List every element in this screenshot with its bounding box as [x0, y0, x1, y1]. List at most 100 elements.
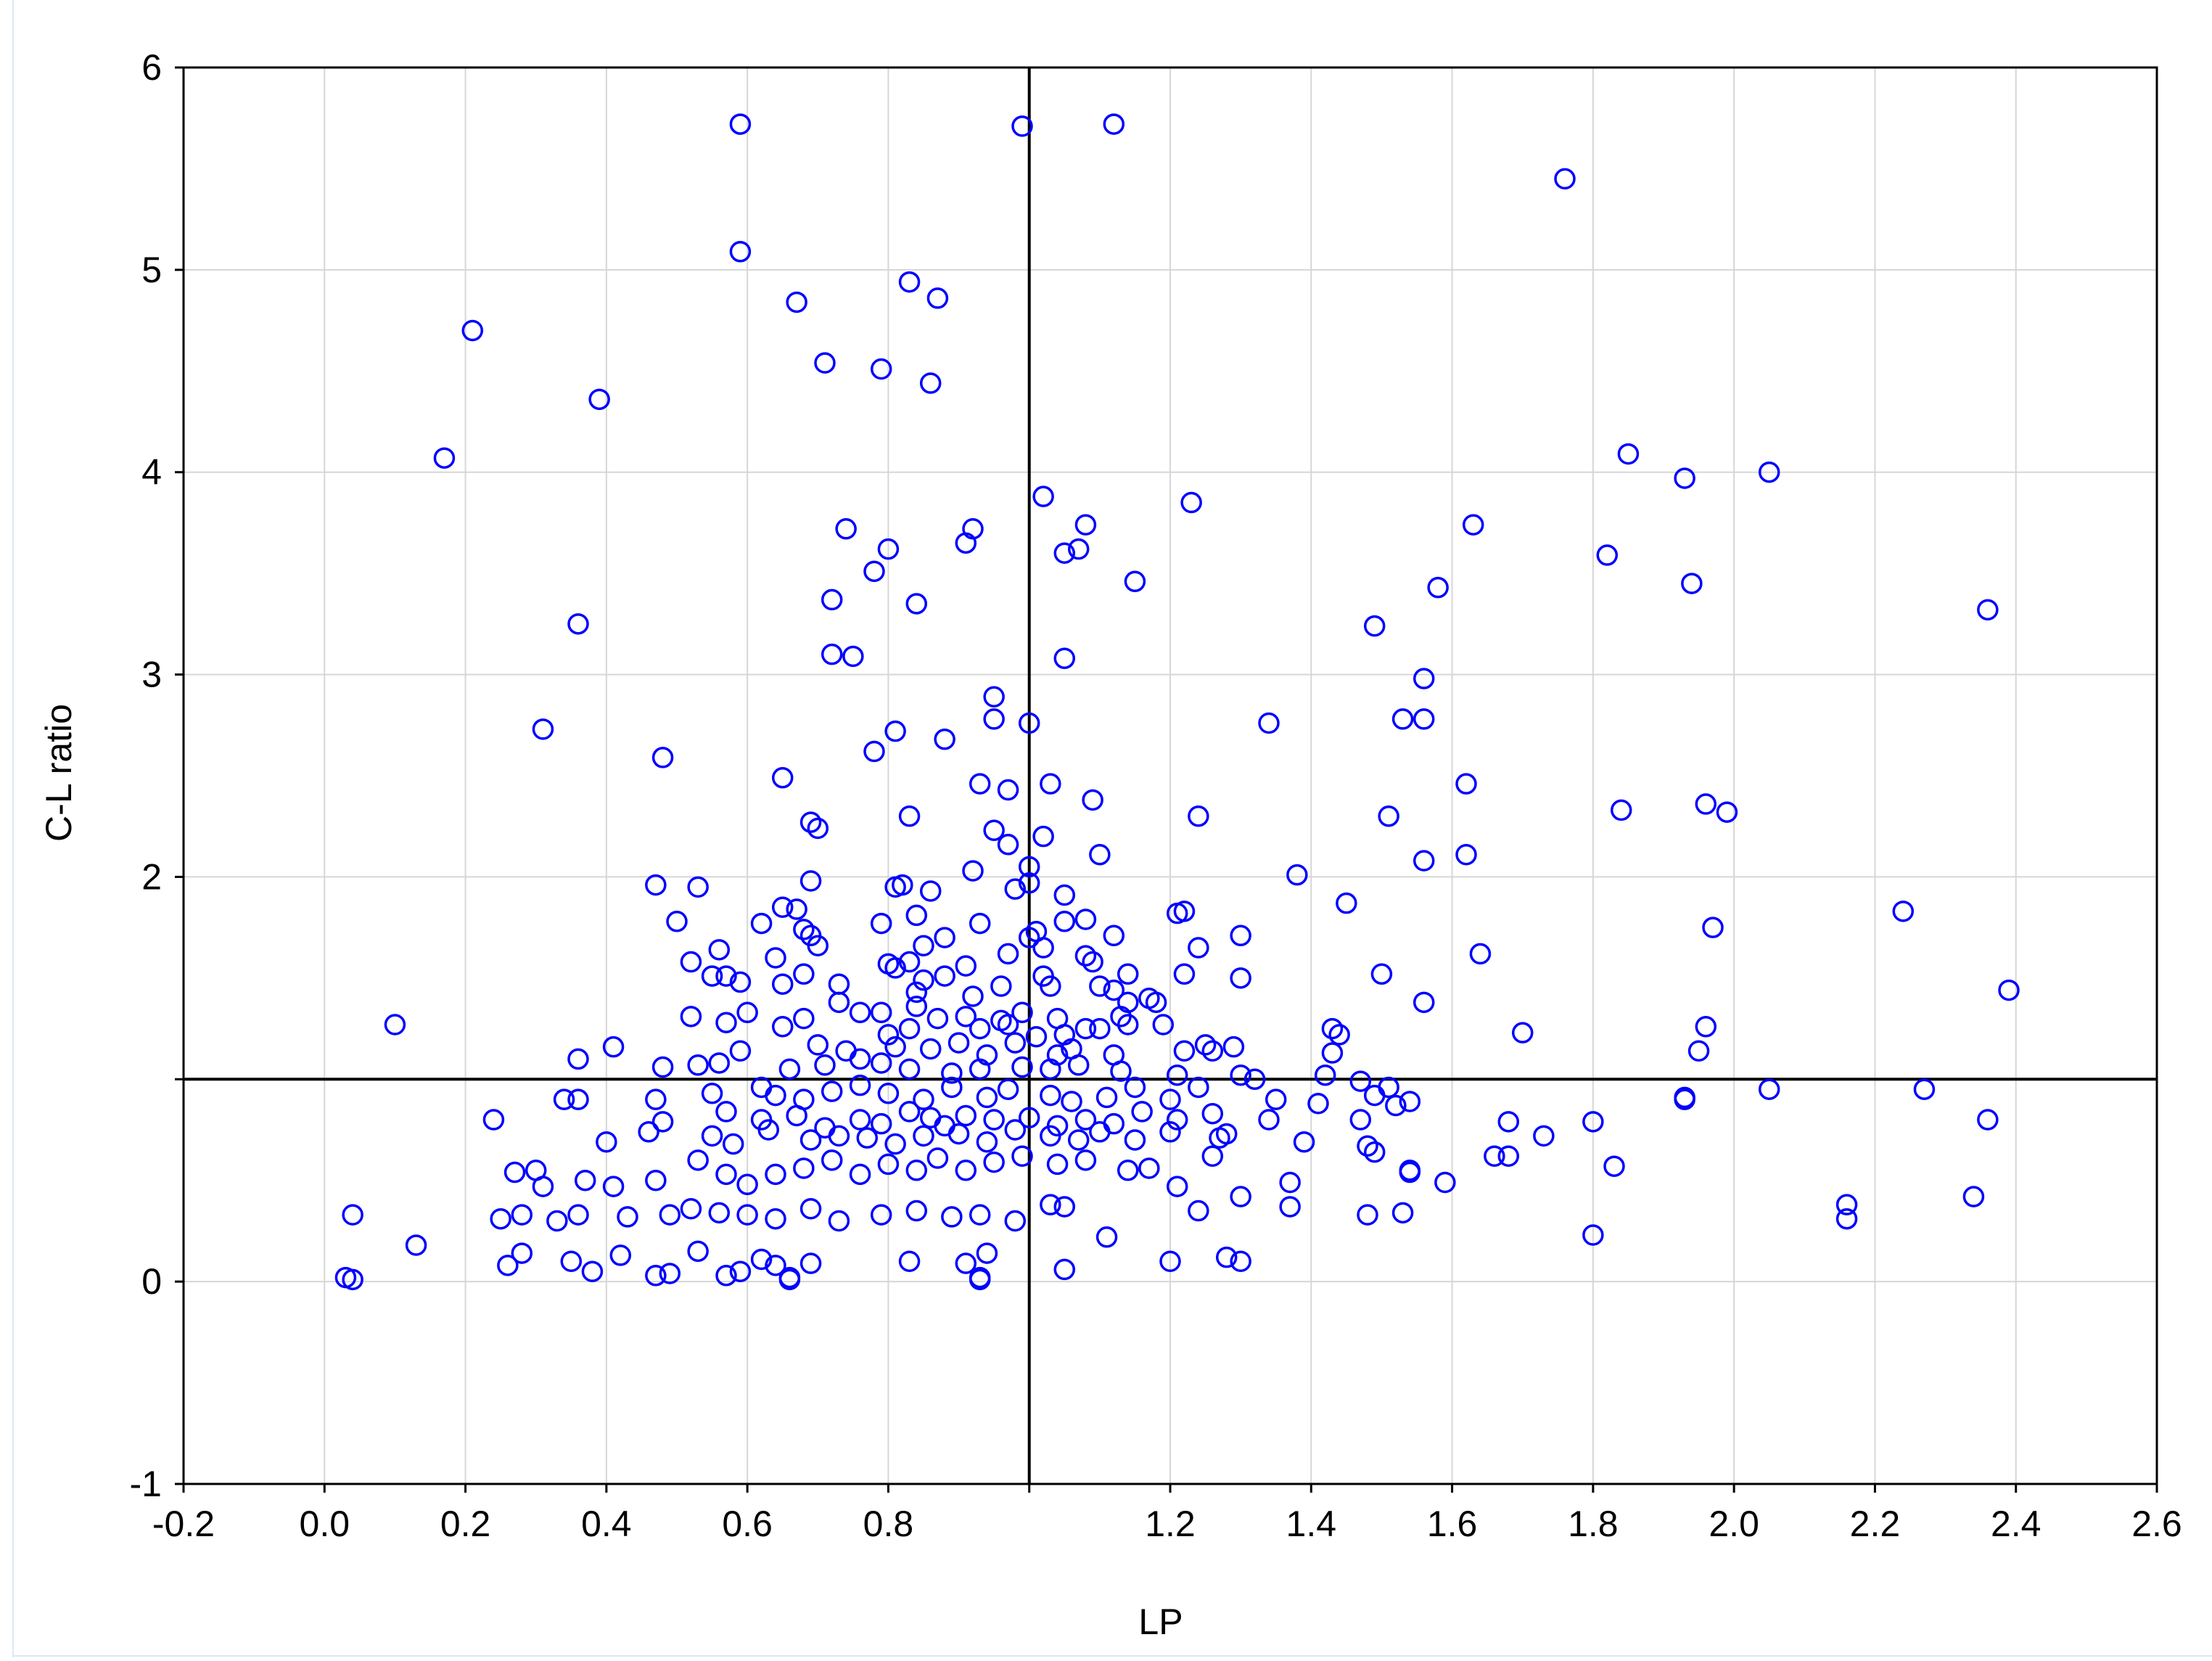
scatter-point	[1018, 927, 1040, 948]
scatter-point	[877, 538, 900, 560]
scatter-point	[969, 773, 991, 795]
scatter-point	[955, 1160, 977, 1181]
scatter-point	[919, 1038, 942, 1060]
scatter-point	[567, 1048, 589, 1070]
scatter-point	[1074, 1017, 1097, 1040]
scatter-point	[1110, 1060, 1132, 1082]
scatter-point	[1835, 1207, 1858, 1230]
y-tick-label: 6	[141, 47, 162, 88]
scatter-point	[1681, 573, 1703, 594]
scatter-point	[708, 939, 731, 961]
scatter-point	[898, 805, 921, 827]
scatter-point	[560, 1250, 583, 1273]
scatter-point	[659, 1263, 681, 1284]
scatter-point	[926, 1147, 949, 1169]
scatter-point	[1040, 1194, 1061, 1215]
scatter-point	[828, 991, 850, 1014]
x-axis-ticks: -0.2 0.0 0.2 0.4 0.6 0.8 1.2 1.4 1.6 1.8 2.0 2.2 2.4…	[152, 1484, 2182, 1544]
x-tick-label: -0.2	[152, 1504, 215, 1544]
scatter-point	[983, 708, 1005, 730]
scatter-point	[1497, 1145, 1520, 1168]
scatter-point	[1413, 991, 1435, 1014]
scatter-point	[1484, 1145, 1505, 1168]
scatter-point	[955, 1252, 977, 1274]
scatter-point	[905, 904, 928, 927]
scatter-point	[1554, 168, 1576, 190]
scatter-point	[1462, 514, 1484, 536]
scatter-point	[947, 1032, 970, 1054]
scatter-point	[1695, 1016, 1717, 1038]
scatter-point	[877, 1153, 900, 1176]
x-tick-label: 0.4	[581, 1504, 632, 1544]
scatter-point	[1159, 1250, 1181, 1273]
scatter-point	[1413, 708, 1435, 730]
scatter-point	[913, 935, 934, 956]
scatter-point	[482, 1109, 505, 1131]
scatter-point	[1124, 1129, 1146, 1151]
scatter-point	[1230, 1186, 1251, 1207]
scatter-point	[1279, 1196, 1301, 1218]
scatter-point	[1067, 538, 1090, 560]
scatter-point	[1427, 576, 1449, 599]
scatter-point	[1089, 1017, 1111, 1040]
scatter-point	[1279, 1171, 1301, 1194]
scatter-point	[729, 1260, 752, 1282]
scatter-point	[1892, 901, 1915, 922]
scatter-point	[997, 943, 1019, 965]
scatter-point	[926, 1007, 949, 1030]
scatter-point	[757, 1119, 780, 1141]
scatter-point	[884, 876, 906, 898]
scatter-point	[1399, 1091, 1421, 1112]
scatter-point	[1053, 1258, 1076, 1281]
scatter-point	[687, 1054, 709, 1076]
scatter-point	[1032, 937, 1054, 959]
scatter-point	[821, 588, 843, 611]
scatter-point	[511, 1242, 533, 1264]
scatter-point	[842, 645, 864, 668]
scatter-point	[1011, 1145, 1033, 1168]
scatter-point	[793, 963, 815, 985]
scatter-point	[1201, 1145, 1224, 1168]
scatter-point	[1194, 1034, 1217, 1056]
x-tick-label: 2.4	[1991, 1504, 2042, 1544]
scatter-point	[884, 720, 906, 742]
scatter-point	[898, 951, 921, 973]
scatter-point	[835, 518, 857, 540]
scatter-point	[1702, 916, 1724, 938]
scatter-point	[1835, 1194, 1858, 1215]
scatter-point	[680, 1006, 702, 1028]
scatter-point	[1074, 1149, 1097, 1171]
scatter-point	[1074, 1109, 1097, 1131]
scatter-point	[856, 1127, 879, 1149]
scatter-point	[807, 817, 829, 840]
scatter-point	[602, 1035, 625, 1058]
scatter-point	[807, 1034, 829, 1056]
scatter-point	[1124, 570, 1146, 593]
scatter-point	[919, 372, 942, 394]
scatter-point	[1103, 924, 1125, 947]
scatter-point	[433, 447, 456, 469]
scatter-point	[1173, 901, 1196, 922]
scatter-point	[1962, 1186, 1985, 1207]
scatter-point	[786, 291, 807, 313]
y-tick-label: 0	[141, 1261, 162, 1302]
scatter-point	[786, 1104, 807, 1127]
scatter-point	[1977, 1109, 1999, 1131]
scatter-point	[1385, 1094, 1407, 1117]
scatter-point	[877, 1024, 900, 1046]
scatter-point	[962, 860, 984, 882]
scatter-point	[1040, 1058, 1061, 1080]
scatter-point	[581, 1260, 604, 1282]
scatter-point	[1455, 844, 1477, 866]
scatter-point	[1159, 1088, 1181, 1110]
scatter-point	[1582, 1111, 1604, 1133]
scatter-point	[898, 271, 921, 293]
scatter-point	[941, 1076, 963, 1099]
scatter-point	[1032, 485, 1054, 507]
scatter-point	[898, 1250, 921, 1273]
scatter-point	[926, 287, 949, 309]
scatter-point	[1391, 1202, 1414, 1224]
scatter-point	[983, 819, 1005, 842]
